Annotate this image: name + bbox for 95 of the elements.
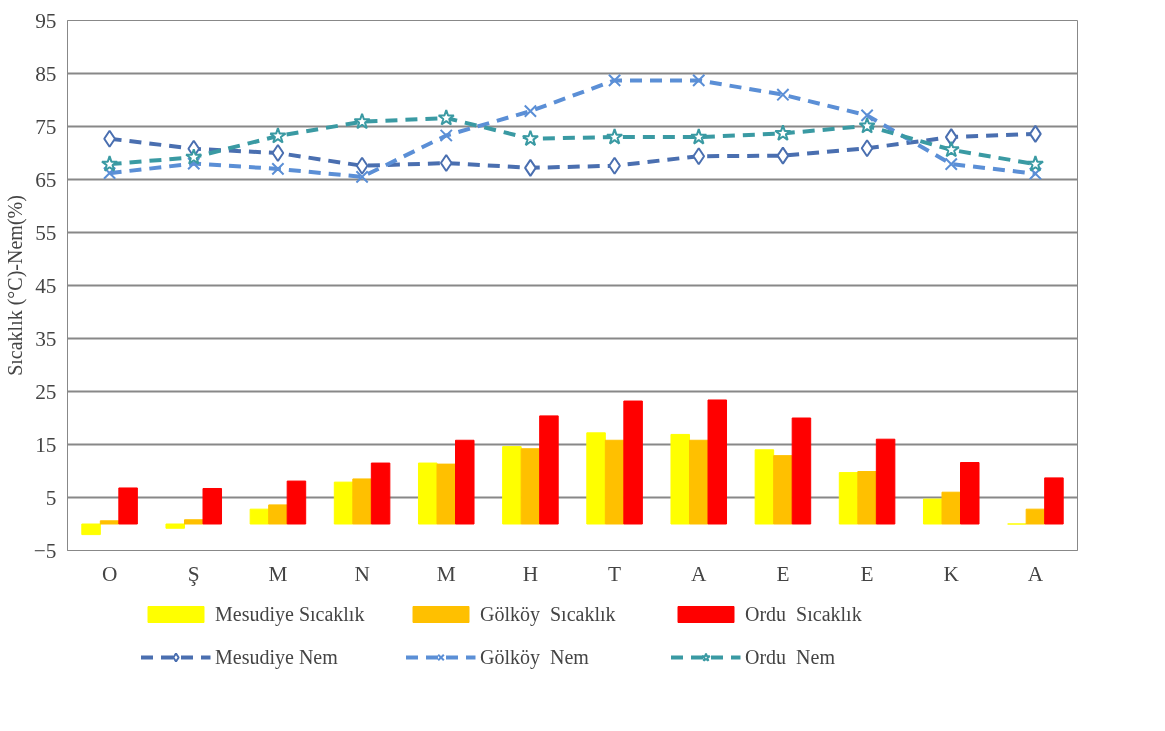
y-axis-title: Sıcaklık (°C)-Nem(%) — [3, 195, 27, 376]
bar — [333, 481, 354, 525]
point — [690, 128, 708, 145]
bar — [539, 415, 559, 525]
point — [1026, 155, 1045, 172]
bar — [99, 520, 120, 525]
y-tick-label: 15 — [35, 432, 57, 457]
point — [605, 128, 624, 145]
bar — [875, 438, 896, 525]
point — [860, 139, 874, 158]
bar — [502, 446, 522, 525]
point — [692, 73, 706, 88]
bar — [81, 523, 101, 536]
bar — [922, 498, 943, 525]
bar — [268, 504, 288, 525]
x-tick-label: K — [943, 561, 960, 586]
y-tick-label: 85 — [35, 61, 57, 86]
point — [944, 128, 958, 147]
legend-label: Mesudiye Nem — [215, 645, 339, 669]
bar — [1044, 477, 1064, 525]
x-tick-label: M — [268, 561, 288, 586]
bar — [417, 462, 438, 525]
legend-label: Gölköy Nem — [480, 645, 590, 669]
legend-label: Ordu Sıcaklık — [745, 602, 863, 626]
y-tick-label: 95 — [35, 8, 57, 33]
bar — [791, 417, 812, 525]
point — [271, 144, 285, 162]
point — [185, 148, 203, 165]
x-tick-label: A — [1027, 561, 1044, 586]
point — [858, 116, 876, 134]
point — [1028, 167, 1043, 181]
x-tick-label: A — [691, 561, 708, 586]
bar — [520, 448, 541, 525]
point — [353, 112, 371, 130]
point — [355, 156, 369, 175]
point — [355, 170, 369, 184]
point — [437, 109, 455, 126]
y-tick-label: 5 — [45, 485, 57, 510]
x-tick-label: M — [436, 561, 456, 586]
bar — [623, 400, 643, 525]
bar — [202, 487, 223, 525]
point — [776, 88, 790, 102]
bar — [1025, 508, 1046, 525]
point — [187, 156, 201, 171]
bar — [118, 487, 138, 525]
legend-label: Ordu Nem — [745, 645, 836, 669]
bar — [754, 449, 775, 525]
legend-label: Mesudiye Sıcaklık — [215, 602, 366, 626]
y-tick-label: 45 — [35, 273, 57, 298]
bar — [773, 455, 793, 525]
y-tick-label: 25 — [35, 379, 57, 404]
point — [439, 128, 453, 143]
y-tick-label: −5 — [33, 538, 57, 563]
bar — [436, 463, 457, 525]
y-tick-label: 35 — [35, 326, 57, 351]
y-tick-label: 55 — [35, 220, 57, 245]
point — [607, 73, 622, 88]
point — [776, 146, 790, 165]
bar — [707, 399, 728, 525]
bar — [370, 462, 391, 525]
point — [102, 166, 117, 180]
x-tick-label: N — [354, 561, 370, 586]
point — [269, 127, 287, 144]
y-tick-label: 65 — [35, 167, 57, 192]
bar — [960, 462, 980, 525]
point — [944, 157, 958, 171]
point — [692, 147, 706, 166]
bar — [165, 523, 185, 529]
bar — [604, 439, 625, 525]
x-tick-label: E — [776, 561, 790, 586]
legend-label: Gölköy Sıcaklık — [480, 602, 617, 626]
x-tick-label: E — [860, 561, 874, 586]
bar — [286, 480, 307, 525]
point — [100, 155, 119, 172]
point — [271, 162, 285, 176]
point — [523, 104, 538, 118]
bar — [352, 478, 372, 525]
bar — [455, 439, 475, 525]
x-tick-label: T — [608, 561, 622, 586]
point — [774, 124, 792, 141]
point — [521, 129, 540, 147]
x-tick-label: O — [101, 561, 118, 586]
point — [860, 108, 874, 123]
x-tick-label: Ş — [187, 561, 200, 586]
bar — [586, 432, 606, 525]
bar — [249, 508, 270, 525]
bar — [838, 472, 859, 525]
bar — [857, 471, 877, 525]
point — [439, 154, 453, 173]
bar — [670, 433, 690, 525]
bar — [688, 439, 709, 525]
x-tick-label: H — [522, 561, 539, 586]
bar — [183, 519, 204, 525]
y-tick-label: 75 — [35, 114, 57, 139]
bar — [941, 491, 962, 525]
